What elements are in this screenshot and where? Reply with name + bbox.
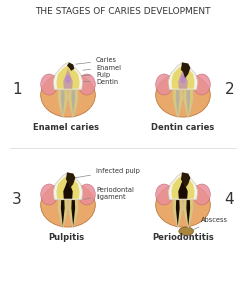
Ellipse shape bbox=[78, 184, 95, 205]
Polygon shape bbox=[178, 179, 188, 199]
Ellipse shape bbox=[180, 75, 186, 83]
Polygon shape bbox=[181, 62, 190, 78]
Polygon shape bbox=[171, 176, 195, 199]
Polygon shape bbox=[178, 69, 188, 89]
Text: infected pulp: infected pulp bbox=[74, 167, 140, 178]
Text: Periodontal
ligament: Periodontal ligament bbox=[84, 187, 134, 200]
Polygon shape bbox=[53, 172, 83, 200]
Polygon shape bbox=[61, 200, 65, 226]
Polygon shape bbox=[71, 90, 75, 116]
Text: Dentin caries: Dentin caries bbox=[151, 124, 215, 133]
Polygon shape bbox=[184, 90, 193, 118]
Text: Caries: Caries bbox=[76, 58, 117, 64]
Polygon shape bbox=[176, 90, 180, 116]
Polygon shape bbox=[168, 62, 198, 90]
Ellipse shape bbox=[156, 74, 172, 95]
Text: Periodontitis: Periodontitis bbox=[152, 233, 214, 242]
Ellipse shape bbox=[65, 75, 71, 83]
Polygon shape bbox=[69, 200, 78, 228]
Ellipse shape bbox=[194, 184, 210, 205]
Polygon shape bbox=[186, 200, 190, 226]
Polygon shape bbox=[181, 172, 190, 188]
Ellipse shape bbox=[41, 183, 95, 227]
Polygon shape bbox=[173, 90, 183, 118]
Polygon shape bbox=[61, 90, 65, 116]
Text: Enamel caries: Enamel caries bbox=[33, 124, 99, 133]
Text: Abscess: Abscess bbox=[193, 217, 228, 230]
Polygon shape bbox=[171, 66, 195, 89]
Polygon shape bbox=[56, 176, 79, 199]
Ellipse shape bbox=[41, 73, 95, 117]
Polygon shape bbox=[53, 62, 83, 90]
Polygon shape bbox=[184, 200, 193, 228]
Polygon shape bbox=[67, 62, 74, 71]
Text: Enamel: Enamel bbox=[83, 64, 121, 70]
Text: 2: 2 bbox=[224, 82, 234, 98]
Ellipse shape bbox=[156, 184, 172, 205]
Ellipse shape bbox=[78, 74, 95, 95]
Text: Pulpitis: Pulpitis bbox=[48, 233, 84, 242]
Polygon shape bbox=[63, 69, 73, 89]
Text: 1: 1 bbox=[12, 82, 22, 98]
Polygon shape bbox=[58, 200, 67, 228]
Text: 3: 3 bbox=[12, 193, 22, 208]
Polygon shape bbox=[168, 172, 198, 200]
Polygon shape bbox=[186, 90, 190, 116]
Text: THE STAGES OF CARIES DEVELOPMENT: THE STAGES OF CARIES DEVELOPMENT bbox=[35, 7, 211, 16]
Ellipse shape bbox=[194, 74, 210, 95]
Ellipse shape bbox=[156, 73, 210, 117]
Polygon shape bbox=[176, 200, 180, 226]
Ellipse shape bbox=[156, 183, 210, 227]
Polygon shape bbox=[71, 200, 75, 226]
Ellipse shape bbox=[179, 227, 194, 236]
Text: Dentin: Dentin bbox=[80, 79, 118, 85]
Text: 4: 4 bbox=[224, 193, 234, 208]
Polygon shape bbox=[66, 172, 75, 188]
Polygon shape bbox=[58, 90, 67, 118]
Polygon shape bbox=[56, 66, 79, 89]
Ellipse shape bbox=[41, 184, 58, 205]
Polygon shape bbox=[173, 200, 183, 228]
Ellipse shape bbox=[41, 74, 58, 95]
Text: Pulp: Pulp bbox=[75, 71, 110, 77]
Polygon shape bbox=[69, 90, 78, 118]
Polygon shape bbox=[63, 179, 73, 199]
